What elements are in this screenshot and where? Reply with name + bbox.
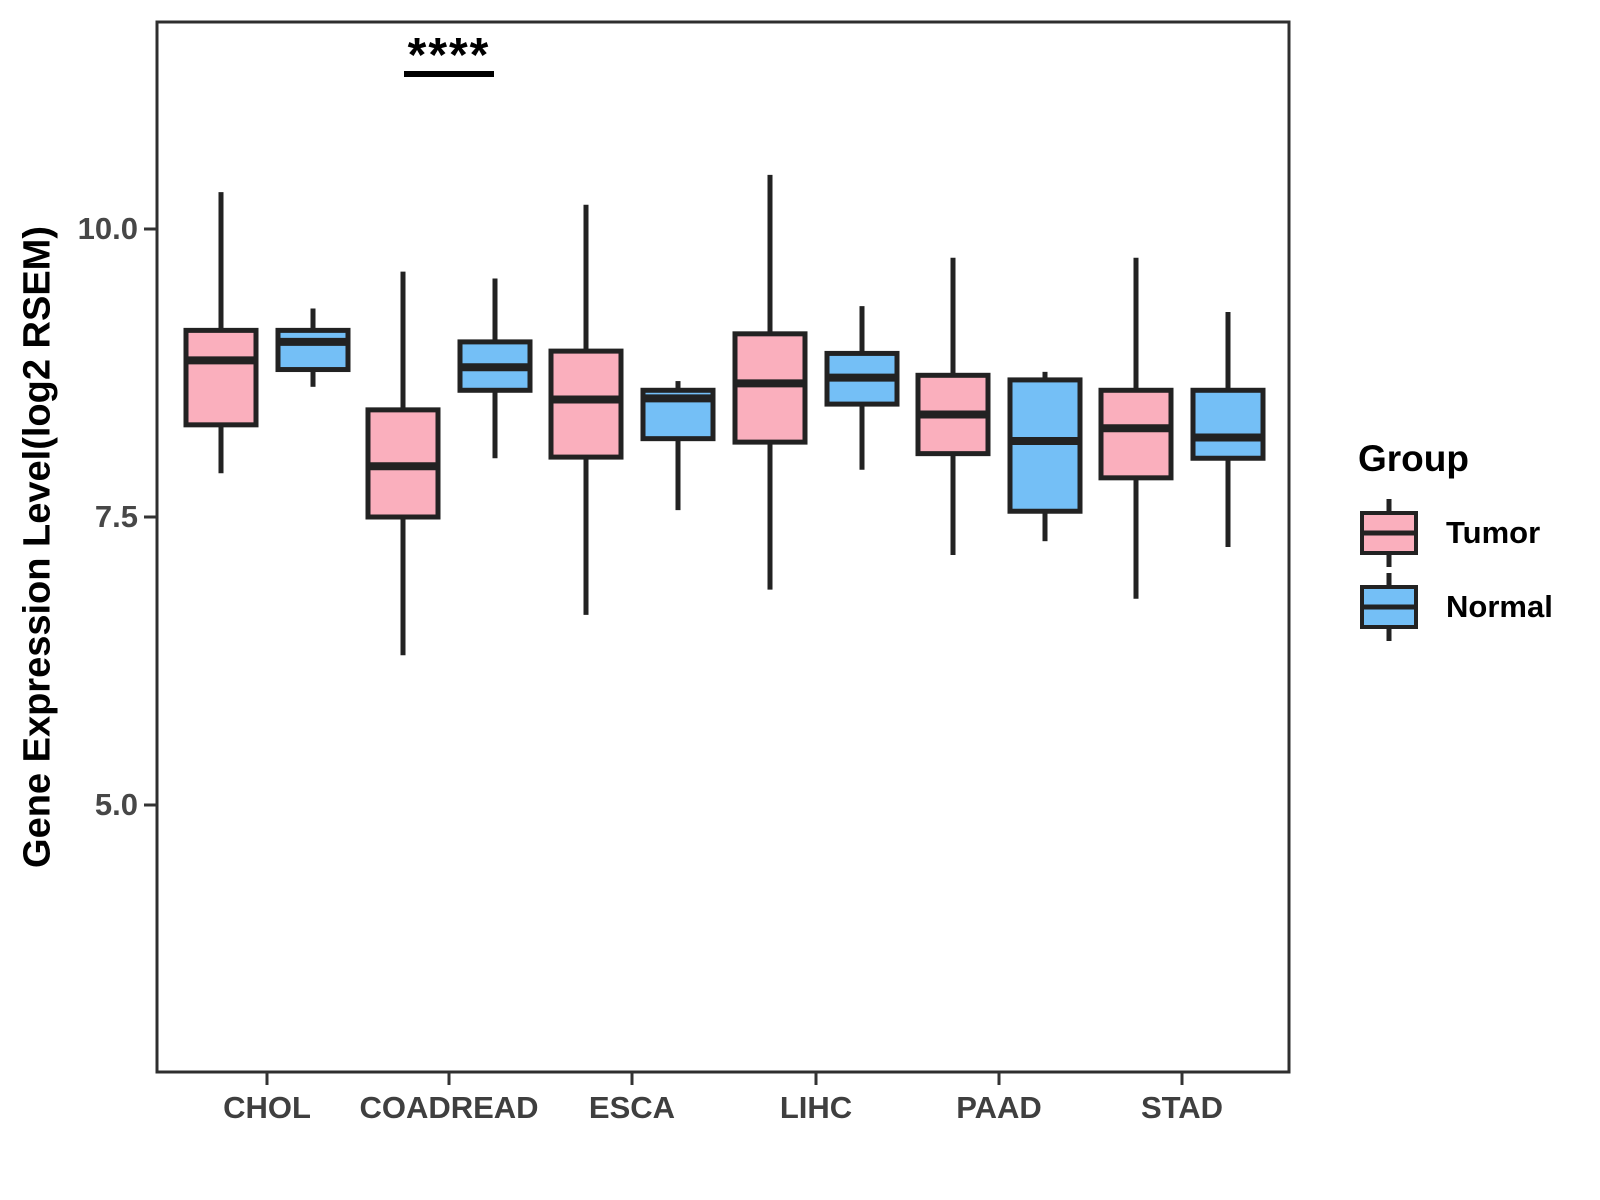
legend-item-normal: Normal xyxy=(1358,572,1600,642)
x-tick-label-lihc: LIHC xyxy=(779,1090,853,1125)
y-axis-title: Gene Expression Level(log2 RSEM) xyxy=(16,226,59,868)
legend-title: Group xyxy=(1358,438,1469,479)
legend-label-tumor: Tumor xyxy=(1446,515,1541,550)
x-tick-label-stad: STAD xyxy=(1140,1090,1224,1125)
boxplot-key-icon xyxy=(1360,573,1418,641)
legend-label-normal: Normal xyxy=(1446,589,1553,624)
x-tick-label-chol: CHOL xyxy=(223,1090,311,1125)
significance-underline xyxy=(404,71,494,77)
y-tick-label: 10.0 xyxy=(77,211,138,246)
y-tick-label: 7.5 xyxy=(94,499,138,534)
legend-item-tumor: Tumor xyxy=(1358,498,1600,568)
x-tick-label-esca: ESCA xyxy=(588,1090,676,1125)
boxplot-key-icon xyxy=(1360,499,1418,567)
y-tick-label: 5.0 xyxy=(94,787,138,822)
legend: Group Tumor Normal xyxy=(1330,438,1600,646)
x-tick-label-coadread: COADREAD xyxy=(359,1090,539,1125)
x-tick-label-paad: PAAD xyxy=(956,1090,1042,1125)
